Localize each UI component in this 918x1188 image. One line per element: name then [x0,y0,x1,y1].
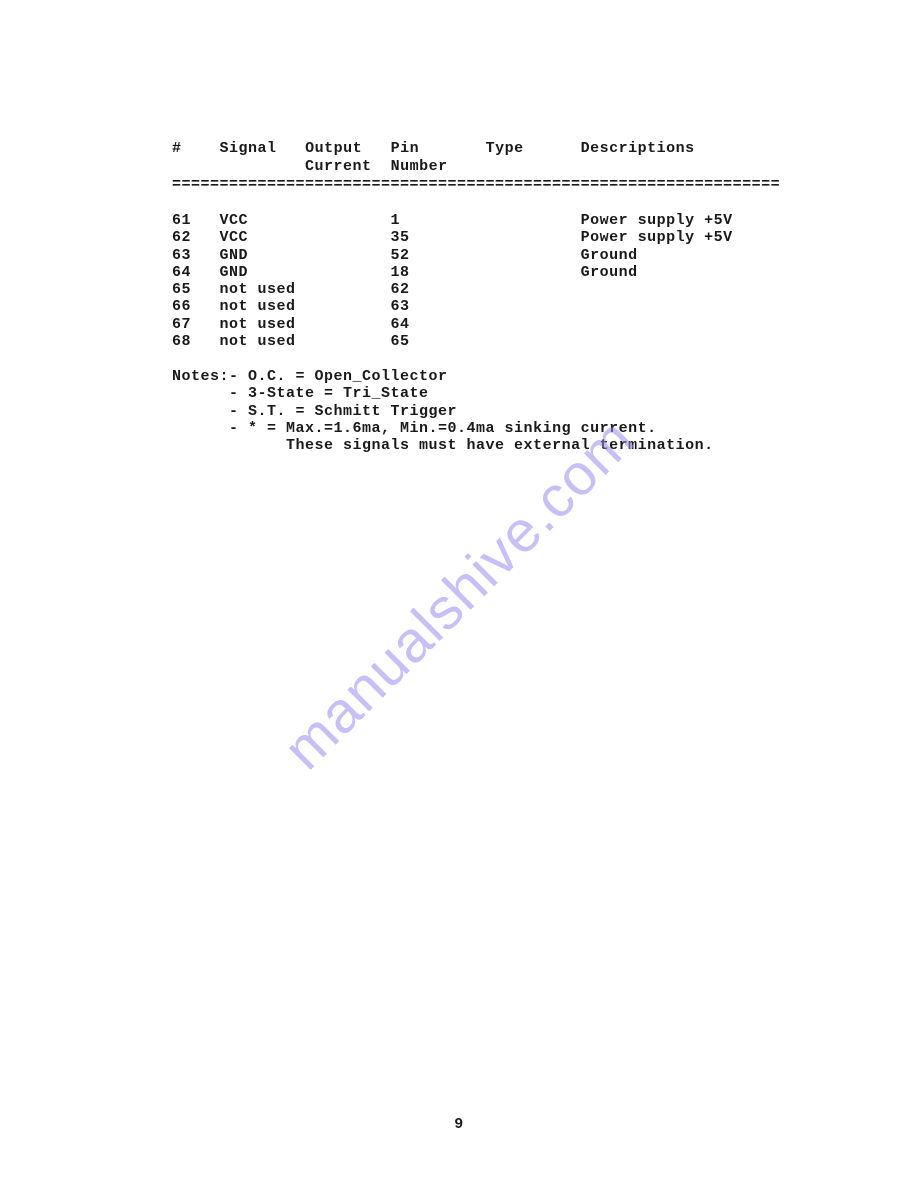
table-separator: ========================================… [172,176,753,194]
col-type: Type [486,140,524,157]
col-number: Number [391,158,448,175]
table-row: 65 not used 62 [172,281,753,298]
table-row: 61 VCC 1 Power supply +5V [172,212,753,229]
note-item: - 3-State = Tri_State [229,385,429,402]
note-item: - * = Max.=1.6ma, Min.=0.4ma sinking cur… [229,420,657,437]
table-row: 67 not used 64 [172,316,753,333]
col-num: # [172,140,182,157]
table-row: 62 VCC 35 Power supply +5V [172,229,753,246]
table-row: 66 not used 63 [172,298,753,315]
table-row: 64 GND 18 Ground [172,264,753,281]
watermark-text: manualshive.com [270,405,647,782]
table-body: 61 VCC 1 Power supply +5V62 VCC 35 Power… [172,212,753,350]
notes-section: Notes:- O.C. = Open_Collector - 3-State … [172,368,753,454]
col-output: Output [305,140,362,157]
col-descriptions: Descriptions [581,140,695,157]
note-item: These signals must have external termina… [229,437,714,454]
pin-table: # Signal Output Pin Type Descriptions Cu… [172,140,753,350]
col-pin: Pin [391,140,420,157]
page-number: 9 [454,1116,464,1133]
col-current: Current [305,158,372,175]
table-row: 63 GND 52 Ground [172,247,753,264]
col-signal: Signal [220,140,277,157]
table-header-line2: Current Number [172,158,753,176]
table-row: 68 not used 65 [172,333,753,350]
table-header-line1: # Signal Output Pin Type Descriptions [172,140,753,158]
note-item: - S.T. = Schmitt Trigger [229,403,457,420]
note-item: - O.C. = Open_Collector [229,368,448,385]
notes-prefix: Notes: [172,368,229,385]
